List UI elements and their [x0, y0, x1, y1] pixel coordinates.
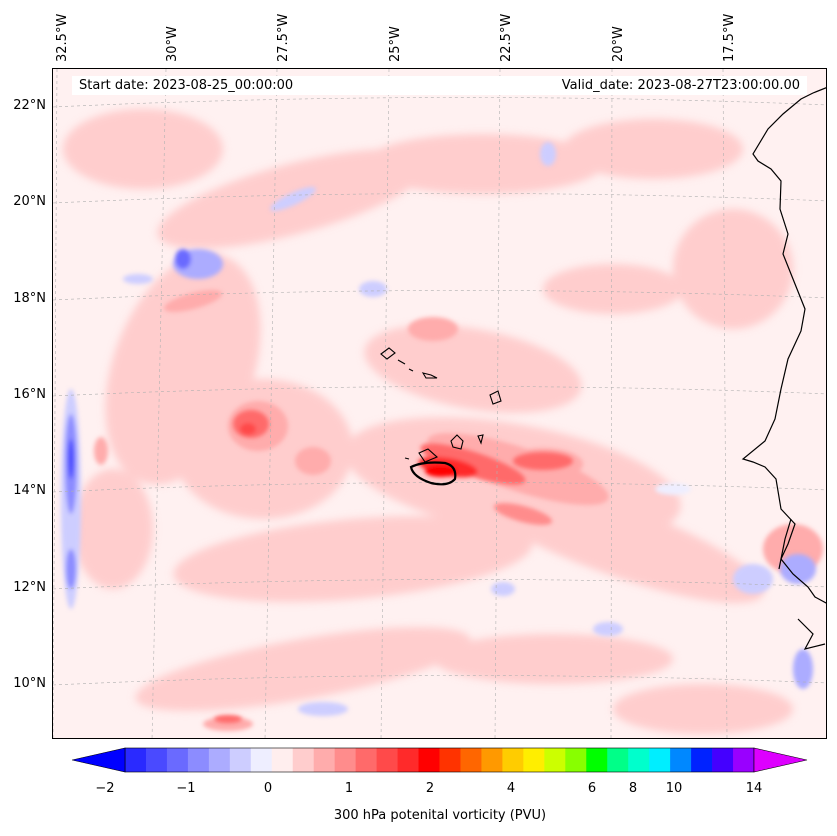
colorbar-cell	[544, 748, 566, 772]
pv-negative-areas	[61, 142, 816, 716]
colorbar-cell	[166, 748, 189, 772]
colorbar-left-arrow	[72, 747, 126, 773]
colorbar-cell	[208, 748, 231, 772]
colorbar-tick-1: 1	[344, 781, 354, 796]
colorbar-tick-4: 4	[506, 781, 516, 796]
colorbar-tick-neg2: −2	[95, 781, 115, 796]
lon-label-27-5w: 27.5°W	[276, 13, 291, 62]
colorbar-cell	[712, 748, 734, 772]
colorbar-cell	[670, 748, 692, 772]
colorbar-tick-neg1: −1	[176, 781, 196, 796]
pv-medium-areas	[94, 290, 823, 731]
colorbar-tick-6: 6	[587, 781, 597, 796]
colorbar-cell	[313, 748, 336, 772]
colorbar-cell	[229, 748, 252, 772]
colorbar-cell	[439, 748, 461, 772]
lat-label-12n: 12°N	[13, 580, 46, 595]
lon-label-20w: 20°W	[611, 26, 626, 62]
colorbar-cell	[586, 748, 608, 772]
colorbar	[72, 747, 808, 773]
colorbar-cell	[523, 748, 545, 772]
lon-label-17-5w: 17.5°W	[722, 13, 737, 62]
lat-label-16n: 16°N	[13, 387, 46, 402]
colorbar-label: 300 hPa potenital vorticity (PVU)	[333, 808, 547, 823]
colorbar-cell	[481, 748, 503, 772]
lon-label-32-5w: 32.5°W	[55, 13, 70, 62]
colorbar-cell	[125, 748, 147, 772]
colorbar-right-arrow	[753, 747, 808, 773]
colorbar-cell	[649, 748, 671, 772]
colorbar-cell	[733, 748, 755, 772]
colorbar-tick-0: 0	[263, 781, 273, 796]
start-date-text: Start date: 2023-08-25_00:00:00	[79, 78, 294, 93]
colorbar-tick-2: 2	[425, 781, 435, 796]
lat-label-20n: 20°N	[13, 194, 46, 209]
colorbar-cell	[397, 748, 419, 772]
pv-field	[53, 69, 826, 738]
colorbar-cell	[691, 748, 713, 772]
info-bar: Start date: 2023-08-25_00:00:00 Valid_da…	[72, 76, 807, 95]
colorbar-cell	[187, 748, 210, 772]
pv-map	[52, 68, 827, 739]
lat-label-14n: 14°N	[13, 483, 46, 498]
colorbar-cell	[145, 748, 168, 772]
coastline	[741, 87, 826, 650]
colorbar-cell	[628, 748, 650, 772]
colorbar-tick-8: 8	[628, 781, 638, 796]
colorbar-cell	[355, 748, 377, 772]
valid-date-text: Valid_date: 2023-08-27T23:00:00.00	[561, 78, 800, 93]
colorbar-cell	[376, 748, 398, 772]
colorbar-cell	[334, 748, 357, 772]
colorbar-cell	[565, 748, 587, 772]
pv-light-areas	[63, 109, 793, 734]
lon-label-25w: 25°W	[388, 26, 403, 62]
graticule	[53, 69, 826, 738]
lat-label-18n: 18°N	[13, 291, 46, 306]
colorbar-cell	[418, 748, 440, 772]
colorbar-cell	[271, 748, 294, 772]
colorbar-cell	[607, 748, 629, 772]
lon-label-30w: 30°W	[165, 26, 180, 62]
lon-label-22-5w: 22.5°W	[499, 13, 514, 62]
pv-contour	[409, 461, 457, 486]
colorbar-cell	[250, 748, 273, 772]
lat-label-10n: 10°N	[13, 676, 46, 691]
colorbar-cell	[292, 748, 315, 772]
islands	[380, 347, 502, 463]
colorbar-tick-14: 14	[745, 781, 763, 796]
colorbar-cell	[502, 748, 524, 772]
lat-label-22n: 22°N	[13, 98, 46, 113]
colorbar-cell	[460, 748, 482, 772]
colorbar-tick-10: 10	[665, 781, 683, 796]
